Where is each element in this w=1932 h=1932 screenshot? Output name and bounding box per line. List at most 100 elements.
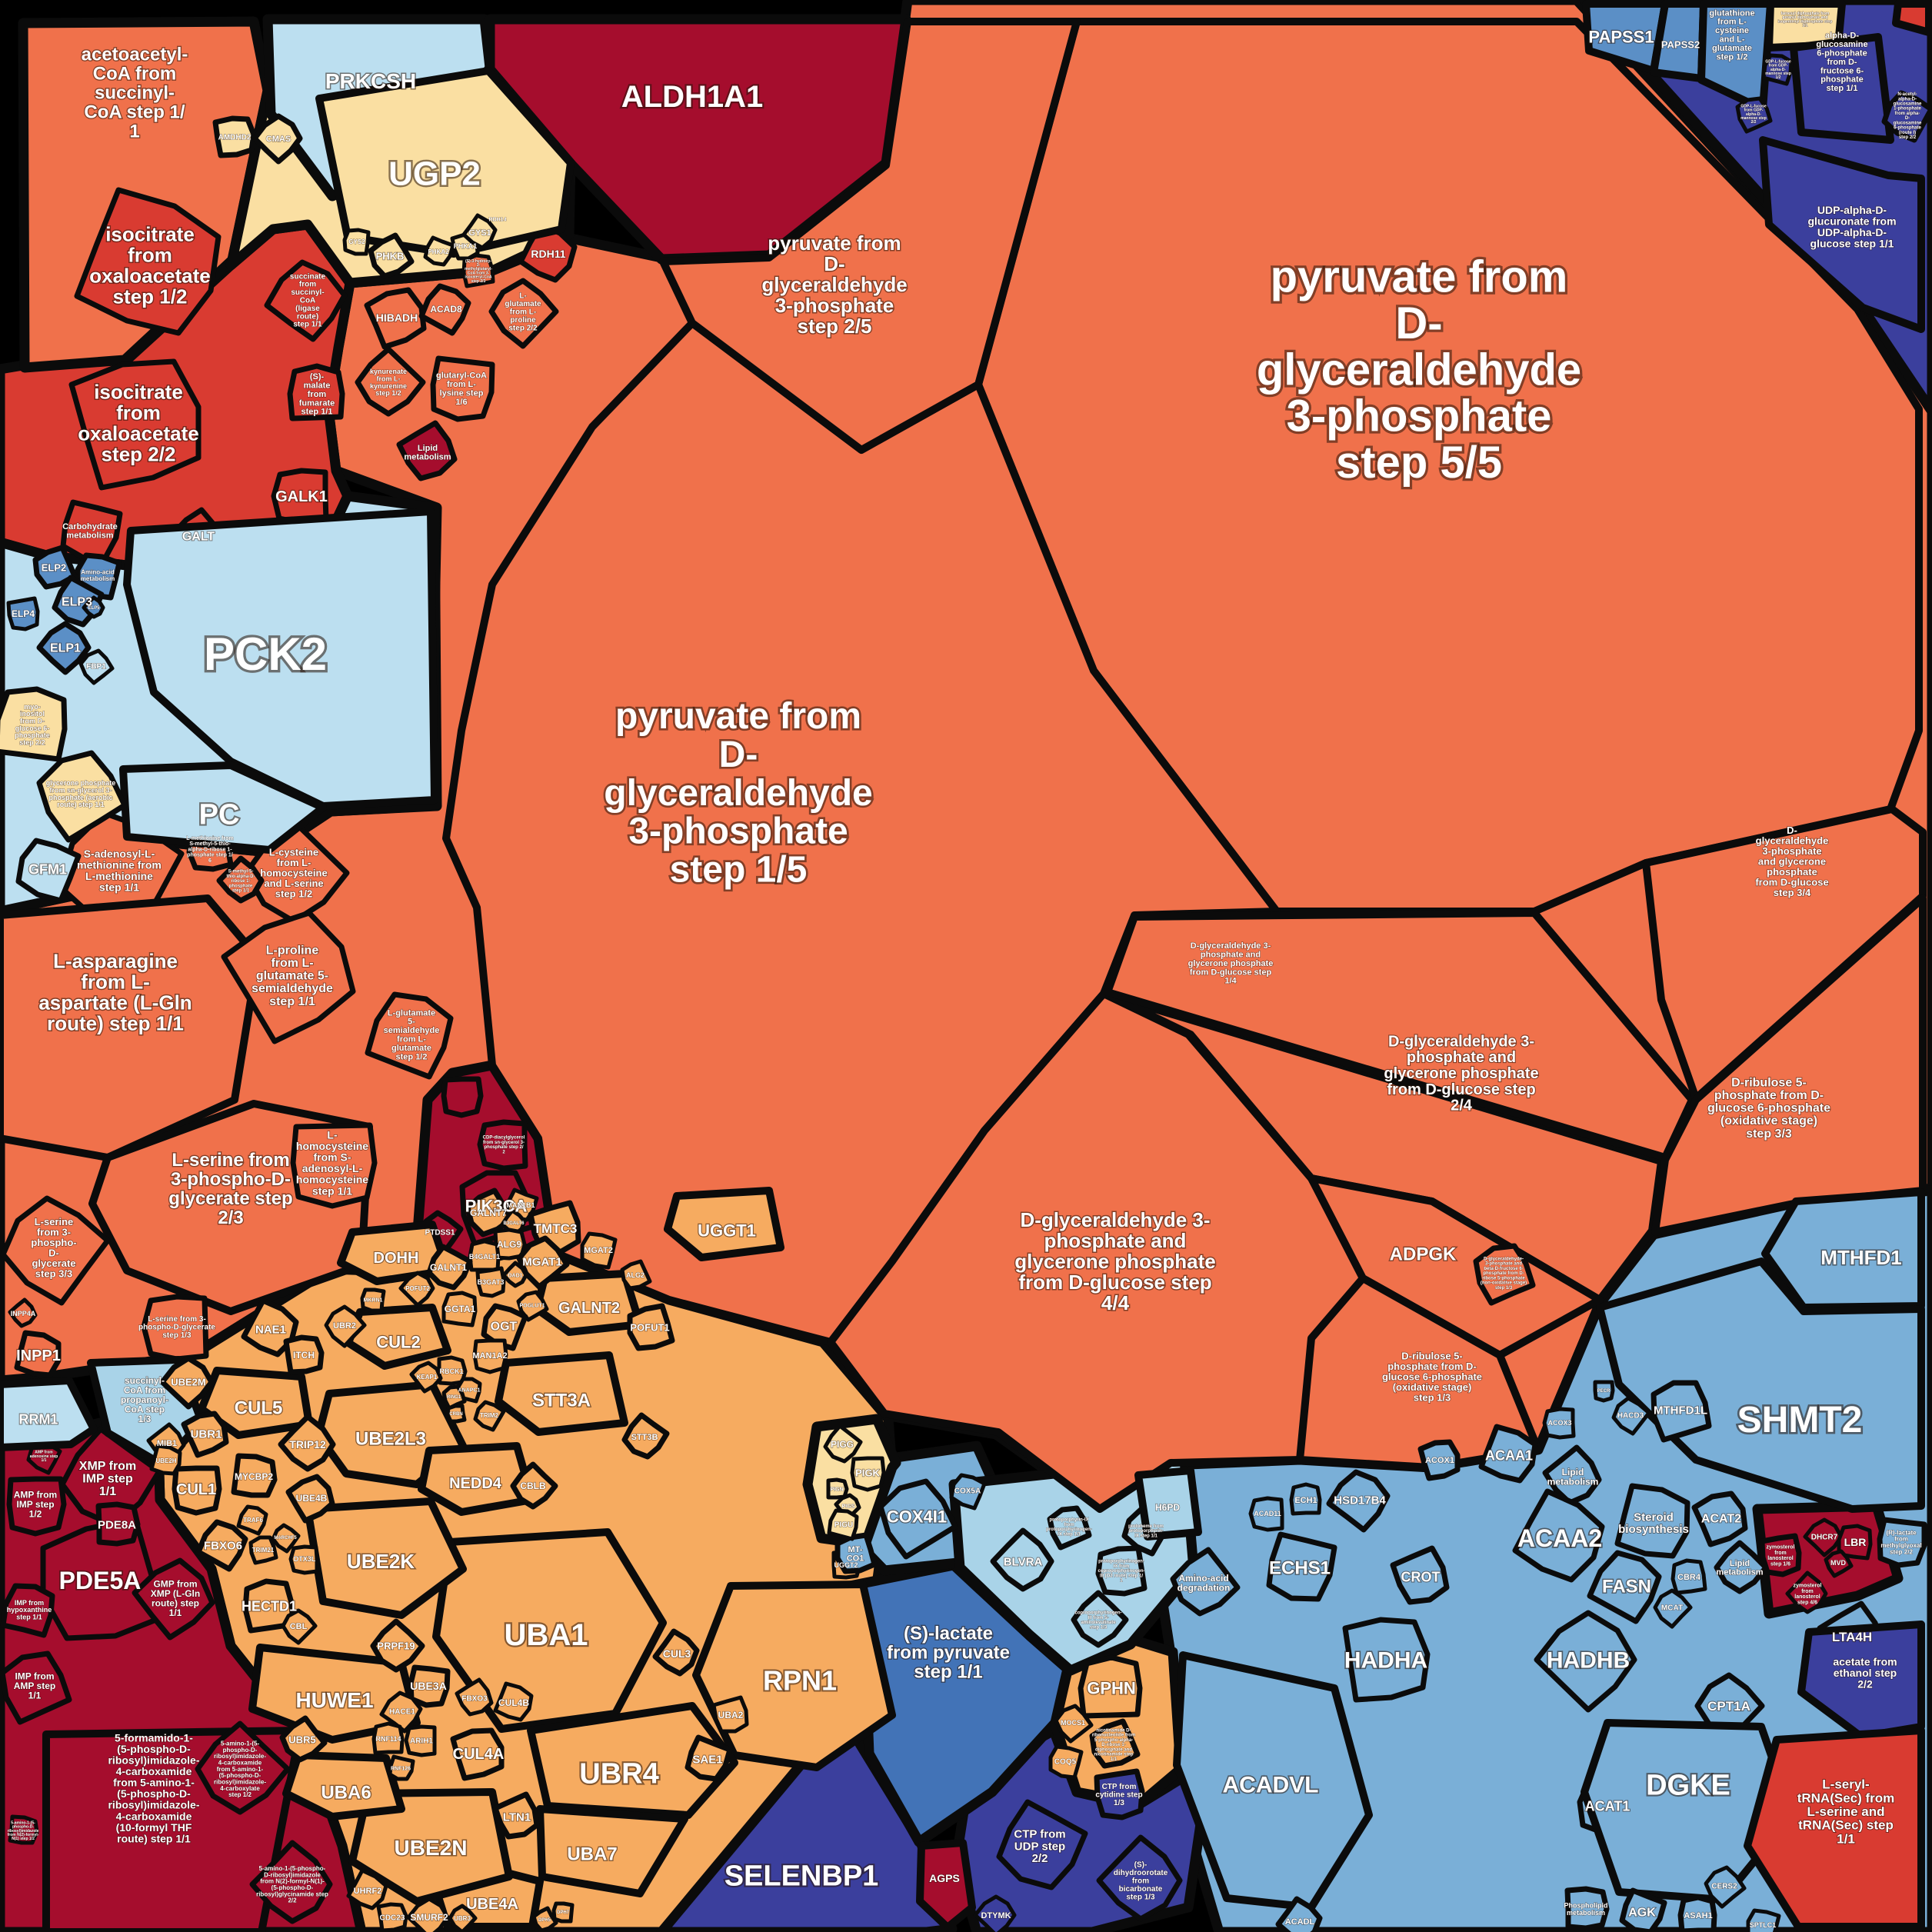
cell-dph7[interactable] <box>551 1901 575 1924</box>
cell-mkrn1[interactable] <box>360 1287 386 1313</box>
cell-acaa1[interactable] <box>1478 1424 1538 1484</box>
cell-fbp1[interactable] <box>78 648 115 685</box>
cell-pofut1[interactable] <box>627 1303 675 1351</box>
cell-acox1[interactable] <box>1417 1439 1461 1481</box>
cell-cmas[interactable] <box>251 113 303 165</box>
cell-echs1[interactable] <box>1266 1531 1337 1602</box>
cell-mgat1[interactable] <box>516 1235 570 1290</box>
cell-hibadh[interactable] <box>364 287 427 350</box>
cell-ppix[interactable] <box>1047 1505 1092 1551</box>
cell-ube2k[interactable] <box>304 1497 467 1619</box>
cell-hadhb[interactable] <box>1534 1610 1637 1713</box>
cell-aadeg[interactable] <box>1170 1547 1241 1617</box>
cell-alg9[interactable] <box>493 1227 527 1261</box>
cell-lasn[interactable] <box>0 894 261 1161</box>
cell-keap1[interactable] <box>409 1361 443 1394</box>
cell-cblb[interactable] <box>510 1461 558 1510</box>
cell-lpro[interactable] <box>221 910 356 1044</box>
cell-succ[interactable] <box>264 259 348 342</box>
cell-uba1[interactable] <box>432 1528 667 1733</box>
cell-cpgen[interactable] <box>1071 1590 1129 1648</box>
cell-acaa2[interactable] <box>1512 1488 1605 1583</box>
cell-acadl[interactable] <box>1275 1896 1323 1932</box>
cell-a5gly[interactable] <box>249 1840 333 1924</box>
cell-itch[interactable] <box>283 1334 325 1375</box>
cell-marchf5[interactable] <box>271 1523 301 1554</box>
cell-hectd1[interactable] <box>242 1578 296 1634</box>
cell-cox5a[interactable] <box>949 1473 987 1511</box>
cell-ube2m[interactable] <box>159 1355 215 1410</box>
cell-redtr[interactable] <box>1892 0 1932 36</box>
cell-hadha[interactable] <box>1342 1617 1431 1703</box>
cell-imphyp[interactable] <box>0 1583 55 1638</box>
cell-zym46[interactable] <box>1785 1571 1828 1614</box>
cell-smurf2[interactable] <box>406 1897 450 1932</box>
cell-uba6[interactable] <box>282 1751 405 1820</box>
cell-nedd4[interactable] <box>418 1442 536 1516</box>
cell-ube2n[interactable] <box>348 1788 513 1905</box>
cell-impamp[interactable] <box>0 1651 72 1725</box>
cell-zym16[interactable] <box>1759 1533 1802 1577</box>
cell-ube4b[interactable] <box>285 1474 335 1524</box>
cell-fbxo3[interactable] <box>455 1677 494 1717</box>
cell-pyr25[interactable] <box>659 18 1081 454</box>
cell-trip12[interactable] <box>278 1414 336 1472</box>
cell-ppgen[interactable] <box>1095 1545 1148 1597</box>
cell-mtco1[interactable] <box>834 1532 878 1574</box>
cell-pyr15[interactable] <box>442 319 1281 1346</box>
cell-pecr[interactable] <box>1593 1380 1615 1403</box>
cell-smt[interactable] <box>216 855 265 904</box>
cell-ubr3[interactable] <box>448 1904 478 1932</box>
cell-prpf19[interactable] <box>370 1618 425 1673</box>
cell-gphn[interactable] <box>1078 1654 1143 1719</box>
cell-cdc23[interactable] <box>376 1902 408 1932</box>
cell-gdpfuc2[interactable] <box>1735 96 1773 134</box>
cell-dhcr7[interactable] <box>1803 1517 1844 1557</box>
cell-lseryl[interactable] <box>1744 1727 1925 1930</box>
cell-pigg[interactable] <box>823 1424 863 1464</box>
cell-uggt1[interactable] <box>664 1187 784 1261</box>
cell-cox4i1[interactable] <box>878 1478 958 1560</box>
cell-cbl[interactable] <box>281 1608 318 1645</box>
cell-nonox[interactable] <box>1473 1243 1536 1306</box>
cell-acad8[interactable] <box>418 283 471 336</box>
cell-mthfd1l[interactable] <box>1651 1380 1712 1443</box>
cell-dad1[interactable] <box>501 1261 528 1288</box>
cell-phka2[interactable] <box>423 235 455 267</box>
cell-cul4a[interactable] <box>450 1727 505 1781</box>
cell-elp2[interactable] <box>32 545 78 590</box>
cell-kynu[interactable] <box>355 346 426 417</box>
cell-lser33[interactable] <box>0 1195 111 1306</box>
cell-lbr[interactable] <box>1837 1524 1873 1561</box>
cell-alg2[interactable] <box>620 1259 652 1291</box>
cell-inpp1[interactable] <box>14 1330 62 1378</box>
cell-elp4[interactable] <box>6 596 40 631</box>
cell-dhoro[interactable] <box>1096 1834 1183 1922</box>
cell-pde5a[interactable] <box>40 1516 167 1641</box>
cell-uba2[interactable] <box>711 1695 749 1734</box>
cell-ampimp[interactable] <box>6 1476 67 1537</box>
cell-blvra[interactable] <box>990 1527 1054 1592</box>
cell-galnt7[interactable] <box>465 1188 515 1237</box>
cell-pde8a[interactable] <box>95 1501 141 1547</box>
cell-phkb[interactable] <box>368 232 415 279</box>
cell-gys2[interactable] <box>342 228 371 256</box>
cell-pigu[interactable] <box>827 1508 859 1541</box>
cell-a512[interactable] <box>195 1720 291 1815</box>
cell-rlact[interactable] <box>1877 1517 1927 1568</box>
cell-iso22[interactable] <box>68 358 202 491</box>
cell-phosmet[interactable] <box>1564 1886 1610 1931</box>
cell-h6pd[interactable] <box>1134 1467 1202 1541</box>
cell-trim21[interactable] <box>248 1535 278 1565</box>
cell-dtx3l[interactable] <box>288 1544 319 1575</box>
cell-agk[interactable] <box>1619 1887 1667 1932</box>
cell-adpgk[interactable] <box>1307 1174 1604 1359</box>
cell-nicot[interactable] <box>1089 1718 1141 1769</box>
cell-mocs1[interactable] <box>1054 1704 1094 1744</box>
cell-ech1[interactable] <box>1289 1482 1322 1516</box>
cell-trim2[interactable] <box>473 1400 506 1432</box>
cell-fasn[interactable] <box>1587 1550 1662 1624</box>
cell-mgat2[interactable] <box>580 1231 618 1270</box>
cell-sae1[interactable] <box>685 1734 733 1782</box>
cell-acat2[interactable] <box>1691 1491 1748 1547</box>
